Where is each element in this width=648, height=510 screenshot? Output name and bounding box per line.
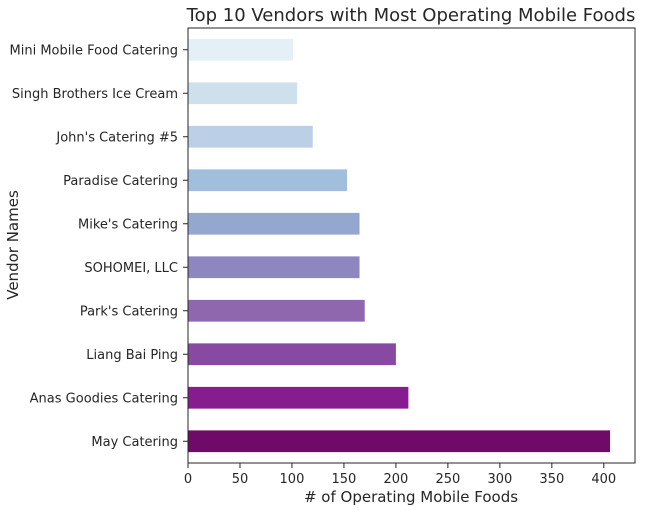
- x-tick-label: 300: [487, 472, 512, 487]
- plot-frame: [187, 27, 636, 464]
- y-tick-label: Liang Bai Ping: [86, 348, 178, 363]
- bar-8: [188, 125, 313, 148]
- y-tick-label: May Catering: [91, 435, 178, 450]
- bar-3: [188, 343, 396, 366]
- x-tick-label: 100: [280, 472, 305, 487]
- y-tick-label: Park's Catering: [80, 304, 178, 319]
- y-tick-label: SOHOMEI, LLC: [84, 261, 178, 276]
- y-tick-label: Mini Mobile Food Catering: [10, 43, 178, 58]
- y-axis-label: Vendor Names: [4, 190, 22, 300]
- bars-group: [188, 38, 611, 453]
- bar-6: [188, 212, 360, 235]
- x-tick-label: 50: [232, 472, 249, 487]
- x-tick-label: 150: [332, 472, 357, 487]
- bar-1: [188, 430, 611, 453]
- x-tick-label: 250: [435, 472, 460, 487]
- bar-4: [188, 299, 365, 322]
- bar-7: [188, 169, 348, 192]
- y-tick-label: John's Catering #5: [55, 130, 178, 145]
- x-tick-labels: 0 50 100 150 200 250 300 350 400: [184, 463, 616, 487]
- chart-title: Top 10 Vendors with Most Operating Mobil…: [186, 5, 636, 26]
- bar-9: [188, 82, 298, 105]
- x-tick-label: 350: [539, 472, 564, 487]
- x-tick-label: 0: [184, 472, 192, 487]
- bar-10: [188, 38, 293, 61]
- x-tick-label: 400: [591, 472, 616, 487]
- y-tick-labels: May Catering Anas Goodies Catering Liang B…: [10, 43, 188, 450]
- y-tick-label: Mike's Catering: [78, 217, 178, 232]
- y-tick-label: Anas Goodies Catering: [30, 391, 178, 406]
- bar-5: [188, 256, 360, 279]
- bar-2: [188, 386, 409, 409]
- x-tick-label: 200: [383, 472, 408, 487]
- x-axis-label: # of Operating Mobile Foods: [304, 488, 518, 506]
- y-tick-label: Singh Brothers Ice Cream: [12, 87, 178, 102]
- y-tick-label: Paradise Catering: [63, 174, 178, 189]
